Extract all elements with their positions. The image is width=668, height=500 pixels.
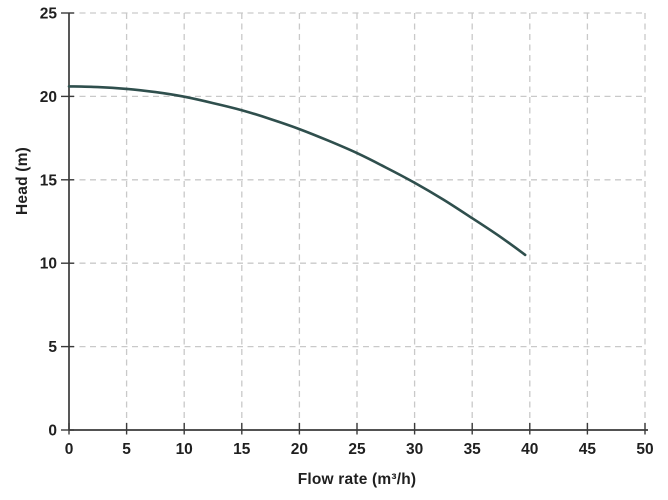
y-tick-label: 25 [40,6,58,23]
pump-head-curve [67,85,527,257]
y-tick-label: 10 [40,256,57,273]
x-tick-label: 0 [65,441,74,458]
x-tick-label: 40 [521,441,538,458]
x-tick-label: 20 [291,441,308,458]
x-tick-label: 15 [233,441,251,458]
x-tick-label: 30 [406,441,423,458]
y-tick-label: 20 [40,89,57,106]
x-tick-label: 25 [348,441,366,458]
y-tick-label: 15 [40,172,58,189]
y-tick-label: 5 [48,339,57,356]
y-tick-label: 0 [48,423,57,440]
x-tick-label: 50 [636,441,653,458]
x-tick-label: 45 [579,441,597,458]
x-tick-label: 5 [122,441,131,458]
x-tick-label: 10 [176,441,193,458]
x-tick-label: 35 [464,441,482,458]
y-axis-title: Head (m) [14,147,31,215]
x-axis-title: Flow rate (m³/h) [297,471,417,488]
